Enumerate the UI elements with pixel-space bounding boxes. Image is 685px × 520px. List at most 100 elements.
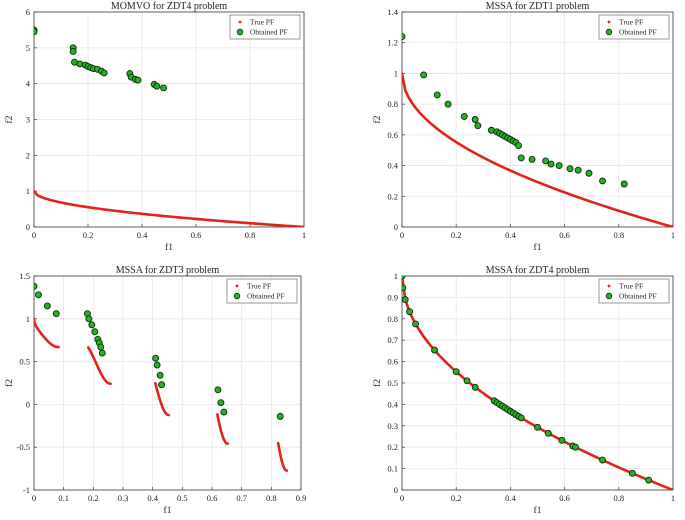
obtained-pf-point — [517, 154, 525, 162]
plot-area — [402, 12, 673, 227]
x-tick-label: 0.2 — [83, 230, 94, 240]
legend-obtained-pf-marker — [605, 28, 613, 36]
obtained-pf-point — [433, 91, 441, 99]
y-tick-label: 0 — [394, 485, 398, 495]
x-tick-label: 0.8 — [245, 230, 256, 240]
chart-title: MSSA for ZDT4 problem — [486, 265, 590, 276]
x-tick-label: 0.8 — [613, 230, 624, 240]
x-tick-label: 0.6 — [559, 493, 570, 503]
chart-title: MSSA for ZDT1 problem — [486, 1, 590, 12]
obtained-pf-point — [566, 165, 574, 173]
chart-panel-3: 0 0.1 0.2 0.3 0.4 0.5 0.6 0.7 0.8 0.9 -1 -0.5 0 0.5 1 1… — [4, 265, 306, 516]
obtained-pf-point — [88, 321, 96, 329]
x-tick-label: 0.4 — [137, 230, 148, 240]
x-tick-label: 0.8 — [613, 493, 624, 503]
x-tick-label: 0.6 — [191, 230, 202, 240]
obtained-pf-point — [558, 436, 566, 444]
obtained-pf-point — [34, 28, 38, 36]
obtained-pf-point — [134, 76, 142, 84]
obtained-pf-point — [585, 169, 593, 177]
data-layer — [34, 26, 304, 227]
axes-box — [33, 275, 302, 491]
x-tick-label: 0.4 — [147, 493, 158, 503]
legend-obtained-pf-label: Obtained PF — [250, 28, 288, 37]
y-tick-label: 0.3 — [387, 421, 398, 431]
x-tick-label: 0.2 — [451, 230, 462, 240]
y-tick-label: 0.2 — [387, 191, 398, 201]
y-tick-label: 1 — [26, 314, 30, 324]
y-tick-label: 3 — [26, 115, 30, 125]
y-tick-label: 2 — [26, 150, 30, 160]
true-pf-curve-segment — [86, 346, 112, 385]
legend-true-pf-marker — [235, 284, 239, 288]
x-tick-label: 0.1 — [58, 493, 69, 503]
y-tick-label: 0.8 — [387, 99, 398, 109]
obtained-pf-point — [153, 82, 161, 90]
obtained-pf-point — [452, 368, 460, 376]
legend-true-pf-label: True PF — [619, 18, 643, 27]
legend-true-pf-label: True PF — [247, 282, 271, 291]
obtained-pf-point — [34, 282, 38, 290]
legend-true-pf-label: True PF — [619, 282, 643, 291]
obtained-pf-point — [160, 84, 168, 92]
x-axis-label: f1 — [534, 505, 542, 516]
x-tick-label: 0 — [400, 493, 404, 503]
true-pf-curve-segment — [402, 72, 673, 227]
y-tick-label: 1 — [394, 271, 398, 281]
x-tick-label: 1 — [302, 230, 306, 240]
x-tick-label: 0.4 — [505, 230, 516, 240]
y-tick-label: 5 — [26, 43, 30, 53]
obtained-pf-point — [35, 291, 42, 299]
obtained-pf-point — [620, 180, 628, 188]
obtained-pf-point — [52, 310, 60, 318]
obtained-pf-point — [406, 308, 414, 316]
y-tick-label: 0 — [26, 399, 30, 409]
legend-true-pf-marker — [238, 20, 242, 24]
true-pf-curve-segment — [34, 189, 304, 227]
x-axis-label: f1 — [164, 505, 172, 516]
x-tick-label: 0.2 — [88, 493, 99, 503]
legend-box — [598, 14, 670, 40]
obtained-pf-point — [555, 162, 563, 170]
obtained-pf-point — [599, 456, 606, 464]
x-axis-label: f1 — [165, 242, 173, 253]
obtained-pf-point — [463, 377, 471, 385]
obtained-pf-point — [471, 116, 479, 123]
y-tick-label: 0.2 — [387, 442, 398, 452]
chart-title: MOMVO for ZDT4 problem — [111, 1, 228, 12]
x-tick-label: 0 — [400, 230, 404, 240]
x-axis-label: f1 — [534, 242, 542, 253]
x-tick-label: 0.3 — [118, 493, 129, 503]
obtained-pf-point — [471, 383, 479, 391]
legend-true-pf-label: True PF — [250, 18, 274, 27]
y-tick-label: 6 — [26, 7, 30, 17]
y-tick-label: 0.6 — [387, 130, 398, 140]
x-tick-label: 0.4 — [505, 493, 516, 503]
obtained-pf-point — [97, 343, 105, 351]
x-tick-label: 0.7 — [236, 493, 247, 503]
obtained-pf-point — [571, 443, 579, 451]
obtained-pf-point — [153, 361, 161, 369]
true-pf-curve-segment — [154, 382, 170, 417]
y-tick-label: 0.8 — [387, 314, 398, 324]
obtained-pf-point — [276, 412, 284, 420]
legend-true-pf-marker — [607, 284, 611, 288]
y-tick-label: 0.5 — [19, 357, 30, 367]
y-tick-label: 0 — [26, 222, 30, 232]
legend-obtained-pf-marker — [236, 28, 244, 36]
x-tick-label: 0.6 — [559, 230, 570, 240]
y-tick-label: 0.7 — [387, 335, 398, 345]
y-tick-label: 1.5 — [19, 271, 30, 281]
y-tick-label: -1 — [23, 485, 30, 495]
data-layer — [402, 33, 673, 227]
legend-box — [229, 14, 301, 40]
x-tick-label: 0.2 — [451, 493, 462, 503]
y-tick-label: 0.6 — [387, 357, 398, 367]
obtained-pf-point — [43, 302, 51, 310]
obtained-pf-point — [220, 408, 228, 416]
data-layer — [402, 276, 673, 490]
obtained-pf-point — [152, 354, 160, 362]
